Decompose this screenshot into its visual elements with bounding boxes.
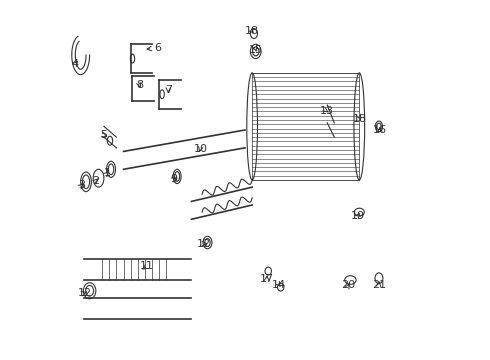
Text: 5: 5 bbox=[100, 130, 107, 140]
Text: 18: 18 bbox=[245, 26, 259, 36]
Text: 20: 20 bbox=[342, 280, 356, 290]
Text: 19: 19 bbox=[350, 211, 365, 221]
Text: 18: 18 bbox=[353, 113, 367, 123]
Text: 13: 13 bbox=[320, 107, 334, 116]
Text: 1: 1 bbox=[103, 168, 111, 178]
Text: 9: 9 bbox=[171, 174, 178, 184]
Text: 12: 12 bbox=[197, 239, 211, 249]
Text: 8: 8 bbox=[136, 80, 143, 90]
Text: 11: 11 bbox=[140, 261, 154, 271]
Text: 2: 2 bbox=[92, 176, 99, 186]
Text: 6: 6 bbox=[147, 43, 161, 53]
Text: 21: 21 bbox=[372, 280, 386, 290]
Text: 16: 16 bbox=[373, 125, 387, 135]
Text: 3: 3 bbox=[78, 180, 85, 190]
Text: 10: 10 bbox=[194, 144, 207, 154]
Text: 14: 14 bbox=[272, 280, 286, 290]
Text: 7: 7 bbox=[165, 85, 172, 95]
Text: 12: 12 bbox=[78, 288, 92, 297]
Bar bbox=[252, 73, 359, 180]
Text: 4: 4 bbox=[72, 59, 79, 69]
Text: 17: 17 bbox=[260, 274, 274, 284]
Text: 15: 15 bbox=[249, 45, 263, 55]
